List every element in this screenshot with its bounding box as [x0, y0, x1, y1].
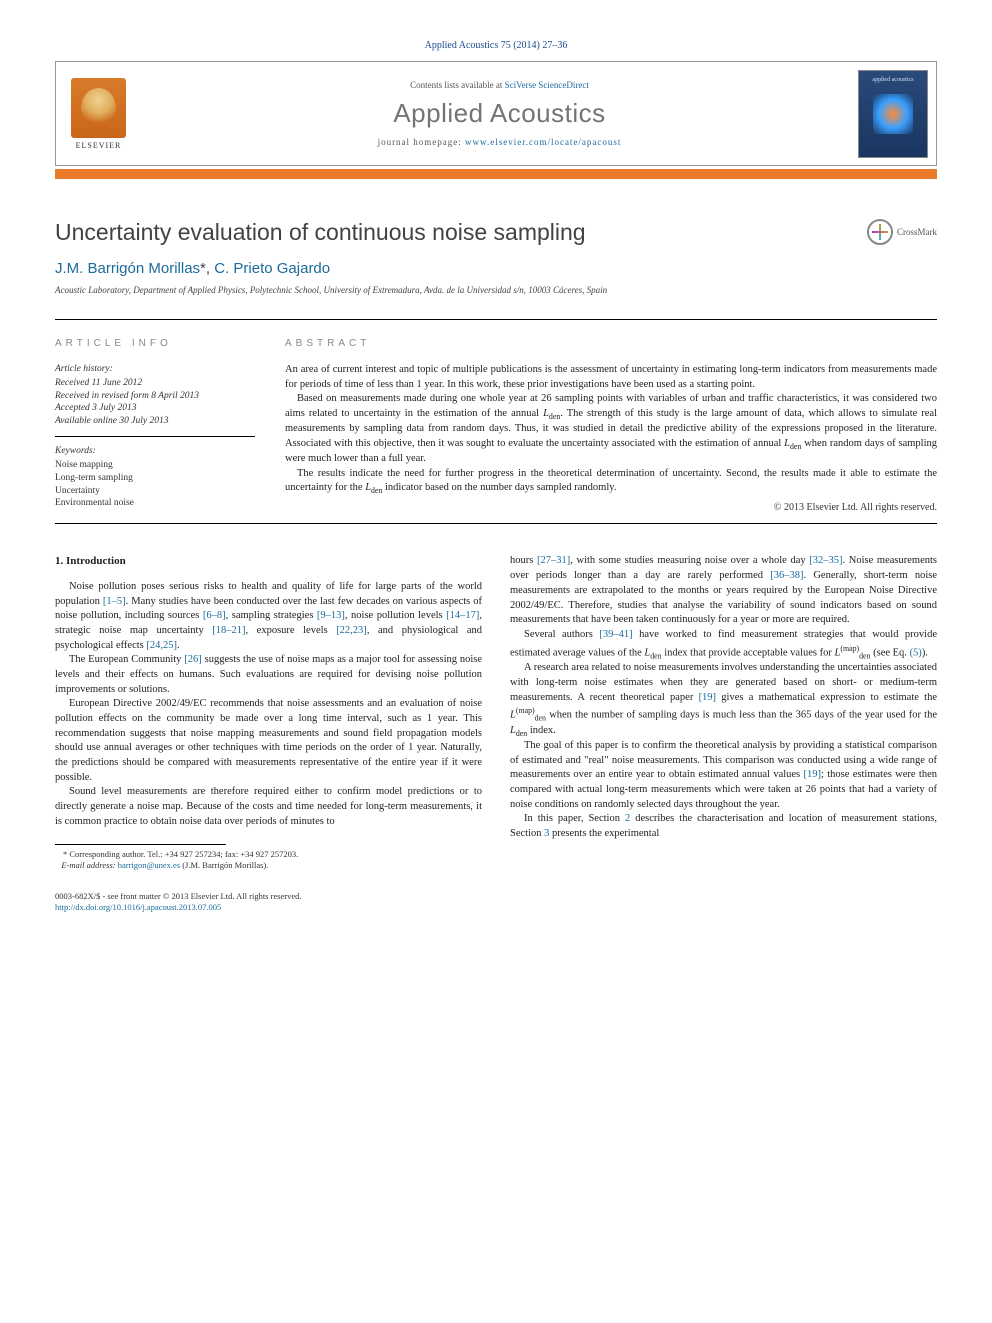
crossmark-icon: [867, 219, 893, 245]
ref-39-41[interactable]: [39–41]: [599, 629, 632, 640]
right-p3: A research area related to noise measure…: [510, 661, 937, 739]
ref-36-38[interactable]: [36–38]: [770, 570, 803, 581]
footnote-separator: [55, 844, 226, 845]
article-info-label: ARTICLE INFO: [55, 338, 255, 349]
intro-p4: Sound level measurements are therefore r…: [55, 785, 482, 829]
journal-header: ELSEVIER Contents lists available at Sci…: [55, 61, 937, 166]
corresponding-footnote: * Corresponding author. Tel.: +34 927 25…: [55, 849, 482, 871]
front-matter-line: 0003-682X/$ - see front matter © 2013 El…: [55, 891, 302, 901]
journal-cover-thumbnail[interactable]: applied acoustics: [858, 70, 928, 158]
author-email[interactable]: barrigon@unex.es: [118, 860, 180, 870]
authors-line: J.M. Barrigón Morillas*, C. Prieto Gajar…: [55, 260, 937, 277]
footnote-text: Corresponding author. Tel.: +34 927 2572…: [67, 849, 298, 859]
elsevier-logo[interactable]: ELSEVIER: [56, 62, 141, 165]
right-p2: Several authors [39–41] have worked to f…: [510, 628, 937, 661]
homepage-line: journal homepage: www.elsevier.com/locat…: [141, 137, 858, 147]
elsevier-label: ELSEVIER: [76, 141, 122, 150]
abstract-p3: The results indicate the need for furthe…: [285, 467, 937, 497]
issue-reference: Applied Acoustics 75 (2014) 27–36: [55, 40, 937, 51]
ref-19b[interactable]: [19]: [804, 769, 822, 780]
keywords-block: Keywords: Noise mapping Long-term sampli…: [55, 445, 255, 510]
sciencedirect-link[interactable]: SciVerse ScienceDirect: [505, 80, 589, 90]
author-sep: ,: [206, 260, 214, 277]
bottom-meta: 0003-682X/$ - see front matter © 2013 El…: [55, 891, 937, 913]
ref-22-23[interactable]: [22,23]: [336, 625, 367, 636]
right-p5: In this paper, Section 2 describes the c…: [510, 812, 937, 841]
cover-label: applied acoustics: [859, 77, 927, 83]
right-p4: The goal of this paper is to confirm the…: [510, 739, 937, 812]
left-column: 1. Introduction Noise pollution poses se…: [55, 554, 482, 870]
crossmark-badge[interactable]: CrossMark: [867, 219, 937, 245]
history-online: Available online 30 July 2013: [55, 416, 168, 426]
journal-name: Applied Acoustics: [141, 98, 858, 129]
article-info-column: ARTICLE INFO Article history: Received 1…: [55, 338, 255, 513]
author-2[interactable]: C. Prieto Gajardo: [214, 260, 330, 277]
keyword-4: Environmental noise: [55, 497, 255, 510]
elsevier-tree-icon: [71, 78, 126, 138]
right-p1: hours [27–31], with some studies measuri…: [510, 554, 937, 627]
history-received: Received 11 June 2012: [55, 378, 142, 388]
history-header: Article history:: [55, 363, 255, 376]
keyword-3: Uncertainty: [55, 485, 255, 498]
eq-5[interactable]: (5): [910, 647, 922, 658]
keyword-1: Noise mapping: [55, 459, 255, 472]
ref-6-8[interactable]: [6–8]: [203, 610, 226, 621]
keywords-header: Keywords:: [55, 445, 255, 458]
orange-divider-bar: [55, 169, 937, 179]
contents-line: Contents lists available at SciVerse Sci…: [141, 80, 858, 90]
ref-27-31[interactable]: [27–31]: [537, 555, 570, 566]
issue-link[interactable]: Applied Acoustics 75 (2014) 27–36: [425, 40, 568, 51]
email-label: E-mail address:: [61, 860, 117, 870]
intro-p2: The European Community [26] suggests the…: [55, 653, 482, 697]
history-accepted: Accepted 3 July 2013: [55, 403, 137, 413]
crossmark-label: CrossMark: [897, 227, 937, 237]
contents-prefix: Contents lists available at: [410, 80, 504, 90]
abstract-label: ABSTRACT: [285, 338, 937, 349]
body-columns: 1. Introduction Noise pollution poses se…: [55, 554, 937, 870]
intro-p1: Noise pollution poses serious risks to h…: [55, 580, 482, 653]
affiliation: Acoustic Laboratory, Department of Appli…: [55, 285, 937, 295]
homepage-link[interactable]: www.elsevier.com/locate/apacoust: [465, 137, 621, 147]
history-revised: Received in revised form 8 April 2013: [55, 391, 199, 401]
right-column: hours [27–31], with some studies measuri…: [510, 554, 937, 870]
article-history: Article history: Received 11 June 2012 R…: [55, 363, 255, 437]
intro-p3: European Directive 2002/49/EC recommends…: [55, 697, 482, 785]
abstract-p1: An area of current interest and topic of…: [285, 363, 937, 392]
ref-32-35[interactable]: [32–35]: [809, 555, 842, 566]
ref-24-25[interactable]: [24,25]: [146, 640, 177, 651]
ref-18-21[interactable]: [18–21]: [212, 625, 245, 636]
article-title: Uncertainty evaluation of continuous noi…: [55, 219, 586, 246]
divider-bottom: [55, 523, 937, 524]
ref-26[interactable]: [26]: [184, 654, 202, 665]
keyword-2: Long-term sampling: [55, 472, 255, 485]
intro-heading: 1. Introduction: [55, 554, 482, 569]
ref-9-13[interactable]: [9–13]: [317, 610, 345, 621]
abstract-copyright: © 2013 Elsevier Ltd. All rights reserved…: [285, 502, 937, 513]
doi-link[interactable]: http://dx.doi.org/10.1016/j.apacoust.201…: [55, 902, 221, 912]
header-center: Contents lists available at SciVerse Sci…: [141, 80, 858, 147]
abstract-column: ABSTRACT An area of current interest and…: [285, 338, 937, 513]
abstract-p2: Based on measurements made during one wh…: [285, 392, 937, 466]
email-who: (J.M. Barrigón Morillas).: [180, 860, 268, 870]
author-1[interactable]: J.M. Barrigón Morillas: [55, 260, 200, 277]
ref-14-17[interactable]: [14–17]: [446, 610, 479, 621]
homepage-prefix: journal homepage:: [378, 137, 465, 147]
abstract-text: An area of current interest and topic of…: [285, 363, 937, 496]
ref-1-5[interactable]: [1–5]: [103, 596, 126, 607]
ref-19a[interactable]: [19]: [699, 692, 717, 703]
